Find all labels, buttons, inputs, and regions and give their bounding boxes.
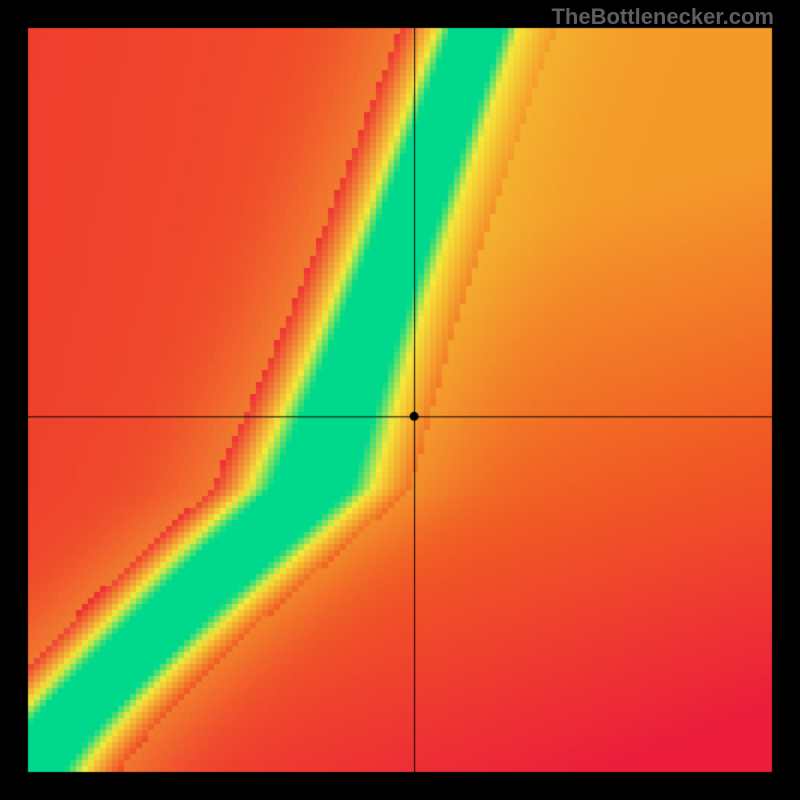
watermark-text: TheBottlenecker.com xyxy=(551,4,774,30)
chart-container: TheBottlenecker.com xyxy=(0,0,800,800)
bottleneck-heatmap xyxy=(0,0,800,800)
